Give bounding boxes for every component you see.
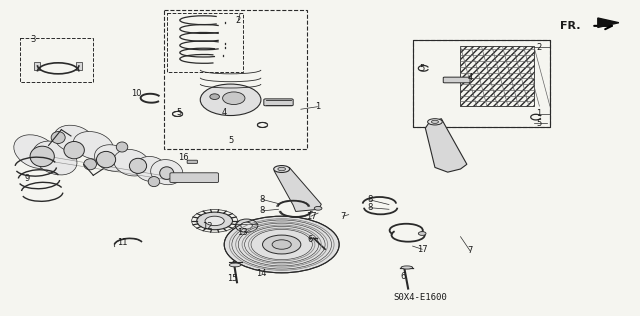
Text: 16: 16 xyxy=(178,153,189,162)
Text: 8: 8 xyxy=(367,195,372,204)
Ellipse shape xyxy=(232,94,242,100)
Text: 5: 5 xyxy=(536,119,541,128)
Ellipse shape xyxy=(64,142,84,159)
Text: 15: 15 xyxy=(227,274,238,283)
Text: 14: 14 xyxy=(256,269,266,278)
Polygon shape xyxy=(598,18,619,27)
Ellipse shape xyxy=(210,94,220,100)
Text: 7: 7 xyxy=(340,212,346,221)
Ellipse shape xyxy=(160,167,173,179)
Circle shape xyxy=(224,216,339,273)
Ellipse shape xyxy=(84,159,97,170)
Ellipse shape xyxy=(428,119,442,125)
Text: 7: 7 xyxy=(467,246,473,255)
Text: 8: 8 xyxy=(260,206,265,216)
Ellipse shape xyxy=(241,222,252,229)
Bar xyxy=(413,40,550,126)
Circle shape xyxy=(196,212,232,230)
Ellipse shape xyxy=(95,145,131,171)
Ellipse shape xyxy=(148,177,160,187)
Ellipse shape xyxy=(134,156,167,182)
FancyBboxPatch shape xyxy=(264,99,293,106)
Circle shape xyxy=(314,206,322,210)
Text: 6: 6 xyxy=(307,235,312,244)
Text: 5: 5 xyxy=(420,64,425,73)
Ellipse shape xyxy=(223,92,245,105)
FancyBboxPatch shape xyxy=(444,77,470,83)
FancyBboxPatch shape xyxy=(187,160,197,163)
Text: 5: 5 xyxy=(228,136,233,145)
Ellipse shape xyxy=(229,263,241,267)
Bar xyxy=(413,40,550,126)
Text: 17: 17 xyxy=(417,245,428,254)
Ellipse shape xyxy=(97,151,116,168)
Text: 8: 8 xyxy=(367,203,372,212)
Text: 12: 12 xyxy=(202,222,212,231)
Ellipse shape xyxy=(274,166,290,173)
Ellipse shape xyxy=(114,149,150,176)
FancyBboxPatch shape xyxy=(170,173,218,183)
Text: S0X4-E1600: S0X4-E1600 xyxy=(394,293,447,301)
Ellipse shape xyxy=(150,160,183,185)
Ellipse shape xyxy=(54,125,94,153)
Text: 2: 2 xyxy=(536,43,541,52)
Text: FR.: FR. xyxy=(560,21,580,32)
Ellipse shape xyxy=(51,131,65,143)
Circle shape xyxy=(272,240,291,249)
Text: 2: 2 xyxy=(236,16,241,25)
Text: 9: 9 xyxy=(25,174,30,183)
Bar xyxy=(164,10,307,149)
Text: 13: 13 xyxy=(237,228,248,237)
Ellipse shape xyxy=(200,84,261,116)
Text: 4: 4 xyxy=(221,108,227,117)
Bar xyxy=(167,13,243,72)
Ellipse shape xyxy=(33,141,77,175)
Bar xyxy=(34,62,40,70)
Circle shape xyxy=(262,235,301,254)
Ellipse shape xyxy=(14,135,58,169)
Bar xyxy=(20,39,93,82)
Text: 1: 1 xyxy=(315,102,320,111)
Circle shape xyxy=(419,232,426,235)
Ellipse shape xyxy=(431,120,438,123)
Bar xyxy=(461,46,534,106)
Bar xyxy=(76,62,83,70)
Text: 3: 3 xyxy=(30,35,35,44)
Text: 10: 10 xyxy=(131,89,141,98)
Ellipse shape xyxy=(401,266,413,269)
Text: 1: 1 xyxy=(536,109,541,118)
Text: 6: 6 xyxy=(401,272,406,282)
Polygon shape xyxy=(274,167,321,211)
Circle shape xyxy=(205,216,224,226)
Text: 17: 17 xyxy=(306,212,316,221)
Text: 4: 4 xyxy=(467,73,473,82)
Ellipse shape xyxy=(236,219,258,232)
Text: 8: 8 xyxy=(260,195,265,204)
Ellipse shape xyxy=(129,158,147,173)
Text: 11: 11 xyxy=(116,238,127,247)
Text: 5: 5 xyxy=(176,108,182,117)
Polygon shape xyxy=(426,119,467,172)
Ellipse shape xyxy=(116,142,128,152)
Ellipse shape xyxy=(30,146,54,167)
Ellipse shape xyxy=(278,167,285,171)
Ellipse shape xyxy=(74,131,113,159)
